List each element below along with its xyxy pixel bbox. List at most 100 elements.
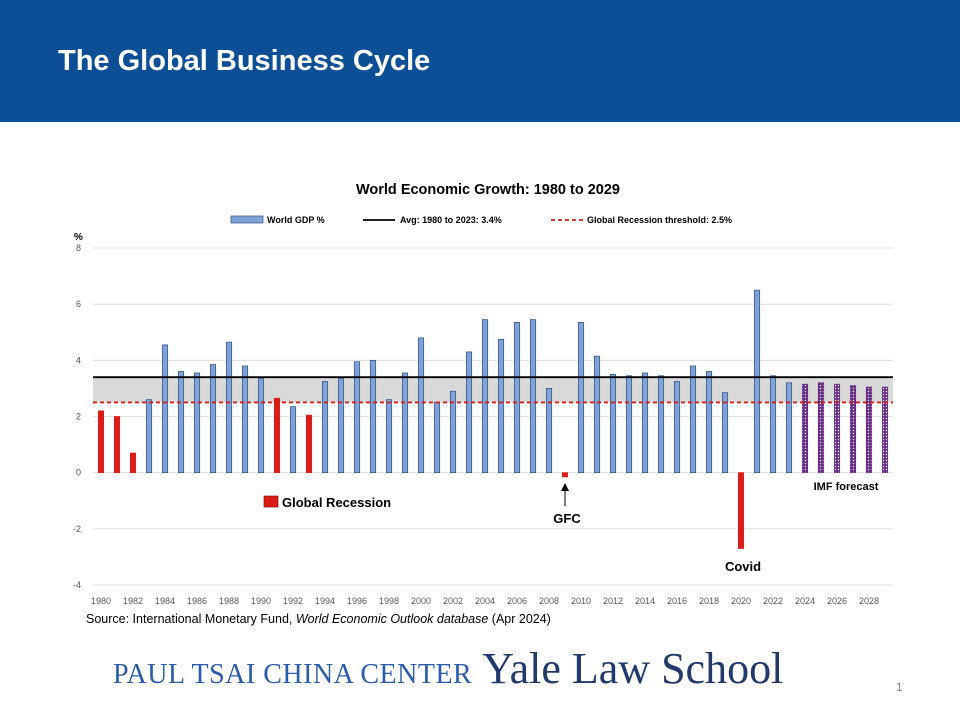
gdp-bar bbox=[385, 399, 393, 474]
x-tick-label: 2002 bbox=[443, 596, 463, 606]
gdp-bar bbox=[257, 378, 265, 474]
gdp-bar bbox=[321, 381, 329, 474]
x-tick-label: 2014 bbox=[635, 596, 655, 606]
gdp-bar bbox=[513, 322, 521, 474]
gdp-bar bbox=[657, 375, 665, 474]
x-tick-label: 2004 bbox=[475, 596, 495, 606]
gdp-bar bbox=[769, 375, 777, 474]
gdp-bar bbox=[673, 381, 681, 474]
forecast-bar bbox=[833, 383, 841, 474]
forecast-bar bbox=[849, 385, 857, 474]
x-tick-label: 2010 bbox=[571, 596, 591, 606]
gdp-bar bbox=[497, 338, 505, 474]
forecast-bar bbox=[817, 382, 825, 474]
x-tick-label: 1984 bbox=[155, 596, 175, 606]
x-tick-label: 2016 bbox=[667, 596, 687, 606]
recession-bar bbox=[561, 472, 569, 478]
x-tick-label: 1982 bbox=[123, 596, 143, 606]
y-tick-label: 0 bbox=[76, 468, 81, 478]
x-tick-label: 1992 bbox=[283, 596, 303, 606]
gdp-bar bbox=[417, 337, 425, 474]
x-tick-label: 2012 bbox=[603, 596, 623, 606]
recession-bar bbox=[97, 410, 105, 474]
x-tick-label: 1998 bbox=[379, 596, 399, 606]
x-tick-label: 2022 bbox=[763, 596, 783, 606]
gdp-bar bbox=[785, 382, 793, 474]
y-tick-label: 6 bbox=[76, 299, 81, 309]
x-tick-label: 2028 bbox=[859, 596, 879, 606]
forecast-bar bbox=[801, 383, 809, 474]
forecast-bar bbox=[881, 386, 889, 474]
recession-bar bbox=[305, 414, 313, 474]
legend-label-threshold: Global Recession threshold: 2.5% bbox=[587, 215, 732, 225]
slide-title: The Global Business Cycle bbox=[58, 45, 431, 77]
forecast-bar bbox=[865, 386, 873, 474]
recession-bar bbox=[113, 416, 121, 474]
gdp-bar bbox=[545, 388, 553, 474]
page-number: 1 bbox=[896, 680, 903, 694]
gdp-bar bbox=[145, 399, 153, 474]
gdp-bar bbox=[481, 319, 489, 474]
gdp-bar bbox=[465, 351, 473, 474]
x-tick-label: 1988 bbox=[219, 596, 239, 606]
gdp-bar bbox=[705, 371, 713, 474]
gdp-bar bbox=[161, 344, 169, 474]
gdp-bar bbox=[401, 372, 409, 474]
gdp-bar bbox=[337, 378, 345, 474]
annotation-gfc: GFC bbox=[553, 511, 581, 526]
gdp-bar bbox=[353, 361, 361, 474]
gdp-bar bbox=[609, 374, 617, 474]
source-note: Source: International Monetary Fund, Wor… bbox=[86, 612, 551, 626]
y-tick-label: 8 bbox=[76, 243, 81, 253]
x-tick-label: 2006 bbox=[507, 596, 527, 606]
gdp-bar bbox=[753, 289, 761, 474]
x-tick-label: 1994 bbox=[315, 596, 335, 606]
gdp-bar bbox=[193, 372, 201, 474]
footer-logo: PAUL TSAI CHINA CENTER Yale Law School bbox=[113, 643, 783, 694]
gdp-bar bbox=[529, 319, 537, 474]
gdp-bar bbox=[577, 322, 585, 474]
gdp-bar bbox=[625, 375, 633, 474]
source-suffix: (Apr 2024) bbox=[488, 612, 551, 626]
x-tick-label: 2024 bbox=[795, 596, 815, 606]
gdp-bar bbox=[177, 371, 185, 474]
x-tick-label: 1996 bbox=[347, 596, 367, 606]
gdp-bar bbox=[433, 402, 441, 474]
x-tick-label: 1986 bbox=[187, 596, 207, 606]
source-prefix: Source: International Monetary Fund, bbox=[86, 612, 296, 626]
x-tick-label: 1980 bbox=[91, 596, 111, 606]
source-database: World Economic Outlook database bbox=[295, 612, 489, 626]
recession-bar bbox=[273, 397, 281, 474]
x-tick-label: 2008 bbox=[539, 596, 559, 606]
y-tick-label: -4 bbox=[73, 580, 81, 590]
legend-label-gdp: World GDP % bbox=[267, 215, 325, 225]
gdp-bar bbox=[225, 341, 233, 474]
x-tick-label: 2018 bbox=[699, 596, 719, 606]
gdp-bar bbox=[641, 372, 649, 474]
x-tick-label: 2026 bbox=[827, 596, 847, 606]
y-tick-label: -2 bbox=[73, 524, 81, 534]
legend-label-recession: Global Recession bbox=[282, 495, 391, 510]
logo-china-center: PAUL TSAI CHINA CENTER bbox=[113, 659, 473, 690]
gdp-bar bbox=[289, 406, 297, 474]
gdp-bar bbox=[209, 364, 217, 474]
annotation-covid: Covid bbox=[725, 559, 761, 574]
annotation-imf-forecast: IMF forecast bbox=[814, 481, 879, 493]
gdp-bar bbox=[721, 392, 729, 474]
recession-bar bbox=[737, 472, 745, 549]
gdp-bar bbox=[449, 390, 457, 474]
y-axis-unit: % bbox=[74, 232, 83, 243]
x-tick-label: 2020 bbox=[731, 596, 751, 606]
legend-swatch-recession bbox=[263, 495, 279, 508]
gdp-bar bbox=[369, 359, 377, 474]
recession-bar bbox=[129, 452, 137, 474]
header-band bbox=[0, 0, 960, 122]
gfc-arrow-head bbox=[561, 483, 569, 491]
gdp-bar bbox=[241, 365, 249, 474]
chart-title: World Economic Growth: 1980 to 2029 bbox=[356, 182, 620, 198]
legend-label-average: Avg: 1980 to 2023: 3.4% bbox=[400, 215, 502, 225]
gdp-bar bbox=[593, 355, 601, 474]
x-tick-label: 2000 bbox=[411, 596, 431, 606]
y-tick-label: 4 bbox=[76, 355, 81, 365]
